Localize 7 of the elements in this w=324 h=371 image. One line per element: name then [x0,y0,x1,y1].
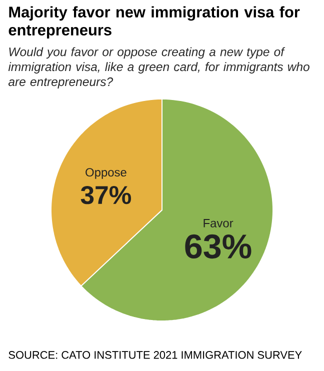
slice-label: Oppose [86,168,126,179]
source-note: SOURCE: CATO INSTITUTE 2021 IMMIGRATION SURVEY [8,351,302,359]
data-label: 37% [80,186,131,204]
chart-subtitle: Would you favor or oppose creating a new type of immigration visa, like a green card, for immigrants who are entrepreneurs? [8,47,310,89]
data-label: 63% [185,234,252,259]
chart-title: Majority favor new immigration visa for entrepreneurs [8,6,300,39]
slice-label: Favor [204,219,234,228]
